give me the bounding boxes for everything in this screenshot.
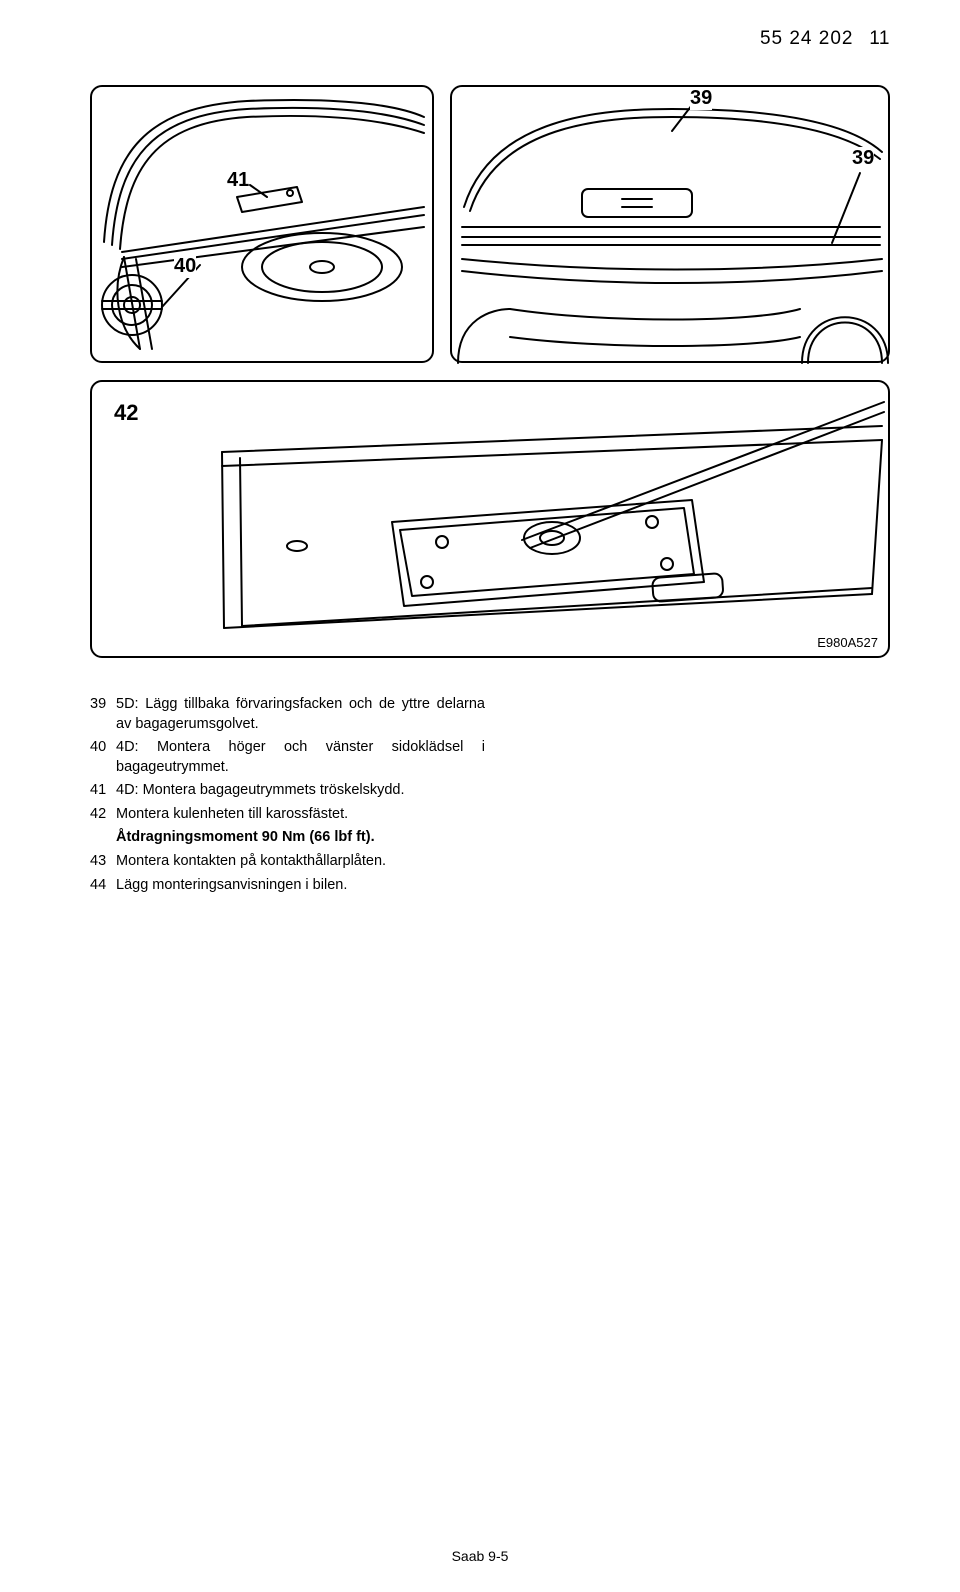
step-number xyxy=(90,828,116,848)
callout-42: 42 xyxy=(114,400,138,426)
instruction-row: 43 Montera kontakten på kontakthållarplå… xyxy=(90,852,485,872)
callout-39a: 39 xyxy=(690,87,712,110)
page-number: 11 xyxy=(869,28,890,49)
figure-panel-b: 39 39 xyxy=(450,85,890,363)
panel-a-art xyxy=(92,87,436,365)
step-text: 4D: Montera bagageutrymmets tröskelskydd… xyxy=(116,781,485,801)
figure-reference: E980A527 xyxy=(817,635,878,650)
page-footer: Saab 9-5 xyxy=(0,1548,960,1564)
panel-b-art xyxy=(452,87,892,365)
step-number: 40 xyxy=(90,738,116,777)
callout-41: 41 xyxy=(227,169,249,192)
step-text: 4D: Montera höger och vänster sidoklädse… xyxy=(116,738,485,777)
doc-number: 55 24 202 xyxy=(760,28,854,49)
callout-39b: 39 xyxy=(852,147,874,170)
instruction-row: 39 5D: Lägg tillbaka förvaringsfacken oc… xyxy=(90,695,485,734)
step-number: 42 xyxy=(90,805,116,825)
page-root: 55 24 202 11 xyxy=(0,0,960,1592)
panel-c-art xyxy=(92,382,892,660)
step-text: Lägg monteringsanvisningen i bilen. xyxy=(116,876,485,896)
step-number: 41 xyxy=(90,781,116,801)
page-header: 55 24 202 11 xyxy=(90,28,890,50)
step-text: Montera kontakten på kontakthållarplåten… xyxy=(116,852,485,872)
step-text: 5D: Lägg tillbaka förvaringsfacken och d… xyxy=(116,695,485,734)
instruction-row: 42 Montera kulenheten till karossfästet. xyxy=(90,805,485,825)
callout-40: 40 xyxy=(174,255,196,278)
instruction-row: 40 4D: Montera höger och vänster sidoklä… xyxy=(90,738,485,777)
figure-area: 41 40 xyxy=(90,85,890,675)
step-number: 39 xyxy=(90,695,116,734)
step-number: 44 xyxy=(90,876,116,896)
instruction-row: 41 4D: Montera bagageutrymmets tröskelsk… xyxy=(90,781,485,801)
figure-panel-a: 41 40 xyxy=(90,85,434,363)
instruction-row: Åtdragningsmoment 90 Nm (66 lbf ft). xyxy=(90,828,485,848)
instructions-block: 39 5D: Lägg tillbaka förvaringsfacken oc… xyxy=(90,695,485,895)
step-number: 43 xyxy=(90,852,116,872)
step-text: Montera kulenheten till karossfästet. xyxy=(116,805,485,825)
step-text-torque: Åtdragningsmoment 90 Nm (66 lbf ft). xyxy=(116,828,485,848)
figure-panel-c: 42 E980A527 xyxy=(90,380,890,658)
instruction-row: 44 Lägg monteringsanvisningen i bilen. xyxy=(90,876,485,896)
